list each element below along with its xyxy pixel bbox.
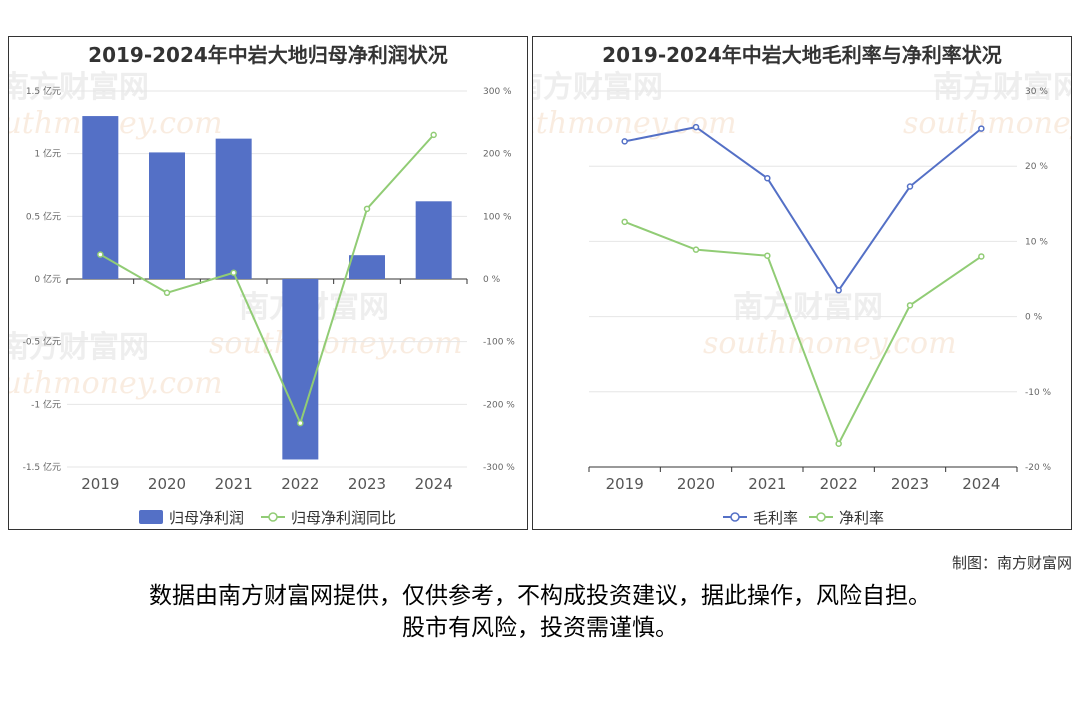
left-chart-panel: 南方财富网southmoney.com南方财富网southmoney.com南方… (8, 36, 528, 530)
y-left-tick-label: 0 亿元 (34, 273, 61, 285)
y-right-tick-label: 300 % (483, 87, 512, 97)
watermark-cn: 南方财富网 (9, 330, 149, 365)
gross-margin-point-2019 (621, 138, 628, 145)
x-tick-label: 2023 (891, 475, 929, 493)
y-left-tick-label: -0.5 亿元 (23, 336, 61, 348)
gross-margin-point-2020 (692, 123, 700, 131)
left-chart-title: 2019-2024年中岩大地归母净利润状况 (88, 43, 448, 67)
legend-gross-label: 毛利率 (753, 509, 798, 527)
y-left-tick-label: 1 亿元 (34, 148, 61, 160)
legend-net-label: 净利率 (839, 509, 884, 527)
y-right-tick-label: -10 % (1025, 388, 1052, 398)
gross-margin-line (624, 126, 982, 293)
watermark-en: southmoney.com (903, 106, 1072, 141)
y-right-tick-label: 0 % (483, 275, 501, 285)
watermark-cn: 南方财富网 (933, 70, 1072, 105)
y-right-tick-label: 10 % (1025, 237, 1048, 247)
bar-2020 (149, 152, 185, 279)
gross-margin-point-2022 (835, 287, 842, 294)
x-tick-label: 2019 (81, 475, 119, 493)
legend-line-label: 归母净利润同比 (291, 509, 396, 527)
legend-gross-marker (730, 512, 740, 522)
bar-2022 (282, 279, 319, 460)
legend-line-marker (268, 512, 278, 522)
legend-bar-swatch (139, 510, 163, 524)
bar-2023 (349, 255, 385, 279)
x-tick-label: 2024 (962, 475, 1000, 493)
yoy-point-2019 (97, 251, 104, 258)
x-tick-label: 2020 (677, 475, 715, 493)
yoy-line (99, 134, 435, 426)
net-margin-point-2022 (835, 440, 842, 447)
left-chart-svg: 南方财富网southmoney.com南方财富网southmoney.com南方… (9, 70, 515, 527)
y-right-tick-label: 100 % (483, 212, 512, 222)
right-chart-panel: 南方财富网southmoney.com南方财富网southmoney.com南方… (532, 36, 1072, 530)
x-tick-label: 2023 (348, 475, 386, 493)
y-left-tick-label: -1 亿元 (31, 398, 61, 410)
yoy-point-2024 (430, 131, 437, 139)
y-right-tick-label: -20 % (1025, 463, 1052, 473)
yoy-point-2020 (163, 289, 171, 297)
watermark-en: southmoney.com (209, 326, 463, 361)
yoy-point-2023 (363, 205, 371, 213)
x-tick-label: 2021 (748, 475, 786, 493)
y-right-tick-label: 0 % (1025, 313, 1043, 323)
net-margin-point-2019 (621, 218, 628, 226)
x-tick-label: 2022 (281, 475, 319, 493)
y-left-tick-label: 0.5 亿元 (26, 210, 61, 222)
y-right-tick-label: -200 % (483, 400, 515, 410)
right-chart-title: 2019-2024年中岩大地毛利率与净利率状况 (602, 43, 1002, 67)
net-margin-point-2024 (978, 253, 985, 260)
legend-net-marker (816, 512, 826, 522)
x-tick-label: 2019 (606, 475, 644, 493)
x-tick-label: 2020 (148, 475, 186, 493)
gross-margin-point-2023 (906, 183, 914, 190)
bar-2024 (415, 201, 452, 279)
y-left-tick-label: -1.5 亿元 (23, 461, 61, 473)
bar-2021 (215, 138, 252, 279)
legend-bar-label: 归母净利润 (169, 509, 244, 527)
y-right-tick-label: 30 % (1025, 87, 1048, 97)
watermark-en: southmoney.com (533, 106, 737, 141)
y-right-tick-label: -300 % (483, 463, 515, 473)
yoy-point-2021 (230, 269, 237, 276)
right-chart-svg: 南方财富网southmoney.com南方财富网southmoney.com南方… (533, 70, 1072, 527)
y-right-tick-label: -100 % (483, 338, 515, 348)
y-right-tick-label: 200 % (483, 150, 512, 160)
watermark-en: southmoney.com (703, 326, 957, 361)
net-margin-point-2023 (906, 302, 914, 309)
y-left-tick-label: 1.5 亿元 (26, 85, 61, 97)
net-margin-point-2020 (692, 246, 700, 253)
gross-margin-point-2024 (978, 125, 985, 132)
x-tick-label: 2021 (215, 475, 253, 493)
x-tick-label: 2024 (415, 475, 453, 493)
disclaimer-line-2: 股市有风险，投资需谨慎。 (402, 615, 678, 641)
disclaimer: 数据由南方财富网提供，仅供参考，不构成投资建议，据此操作，风险自担。 股市有风险… (0, 580, 1080, 644)
disclaimer-line-1: 数据由南方财富网提供，仅供参考，不构成投资建议，据此操作，风险自担。 (149, 583, 931, 609)
watermark-en: southmoney.com (9, 366, 223, 401)
y-right-tick-label: 20 % (1025, 162, 1048, 172)
net-margin-point-2021 (764, 252, 771, 259)
watermark-cn: 南方财富网 (733, 290, 883, 325)
watermark-cn: 南方财富网 (533, 70, 663, 105)
chart-credit: 制图：南方财富网 (951, 554, 1072, 572)
net-margin-line (624, 220, 982, 447)
x-tick-label: 2022 (820, 475, 858, 493)
yoy-point-2022 (297, 419, 304, 427)
watermark-cn: 南方财富网 (9, 70, 149, 105)
gross-margin-point-2021 (764, 174, 771, 182)
